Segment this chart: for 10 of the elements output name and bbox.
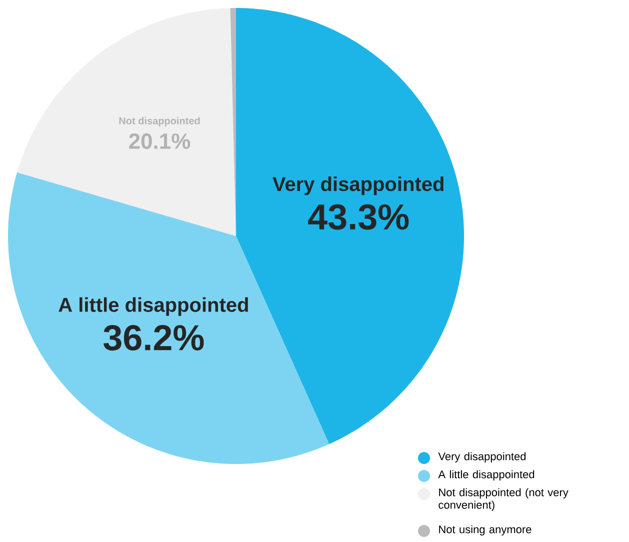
data-label: 43.3% bbox=[308, 204, 409, 230]
data-label: 20.1% bbox=[129, 133, 190, 149]
text: Not disappointed bbox=[119, 117, 200, 126]
text: Very disappointed bbox=[272, 176, 444, 196]
legend-label: Very disappointed bbox=[438, 452, 526, 462]
legend-label: Not using anymore bbox=[439, 525, 532, 536]
legend-label: Not disappointed (not very convenient) bbox=[438, 488, 568, 511]
legend-label: A little disappointed bbox=[438, 470, 534, 480]
text: A little disappointed bbox=[58, 297, 248, 316]
data-label: 36.2% bbox=[103, 325, 204, 351]
